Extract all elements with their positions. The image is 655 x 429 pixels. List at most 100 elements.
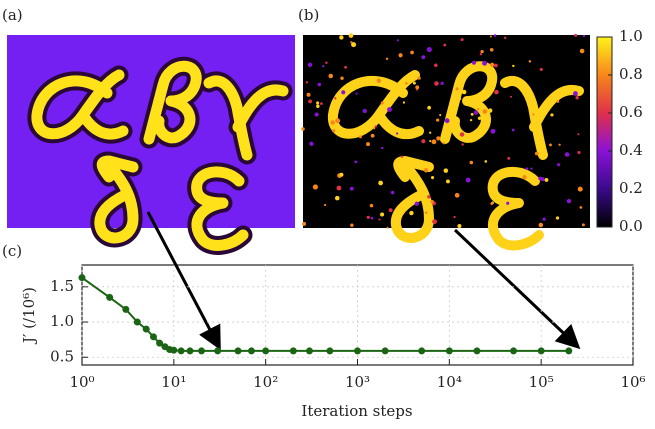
- colorbar-tick-label: 0.6: [619, 103, 643, 121]
- speckle: [494, 64, 498, 68]
- speckle: [389, 208, 393, 212]
- speckle: [490, 202, 493, 205]
- speckle: [480, 50, 483, 53]
- speckle: [379, 219, 381, 221]
- speckle: [427, 47, 432, 52]
- speckle: [577, 133, 579, 135]
- speckle: [550, 113, 553, 116]
- point: [382, 347, 389, 354]
- speckle: [453, 115, 455, 117]
- speckle: [315, 112, 319, 116]
- speckle: [398, 53, 402, 57]
- point: [354, 347, 361, 354]
- speckle: [380, 213, 384, 217]
- speckle: [488, 108, 492, 112]
- speckle: [308, 99, 312, 103]
- speckle: [429, 132, 431, 134]
- speckle: [470, 119, 472, 121]
- speckle: [478, 117, 481, 120]
- speckle: [307, 93, 311, 97]
- speckle: [324, 204, 326, 206]
- speckle: [453, 216, 455, 218]
- point: [262, 347, 269, 354]
- speckle: [482, 109, 487, 114]
- point: [187, 347, 194, 354]
- speckle: [320, 102, 323, 105]
- speckle: [386, 58, 388, 60]
- speckle: [557, 100, 560, 103]
- x-tick-label: 10²: [253, 373, 278, 391]
- speckle: [522, 175, 526, 179]
- speckle: [325, 62, 327, 64]
- point: [290, 347, 297, 354]
- point: [198, 347, 205, 354]
- speckle: [309, 142, 313, 146]
- speckle: [529, 60, 532, 63]
- speckle: [460, 132, 464, 136]
- x-axis-label: Iteration steps: [301, 402, 412, 420]
- point: [306, 347, 313, 354]
- point: [178, 347, 185, 354]
- speckle: [415, 202, 419, 206]
- y-axis-label: J′ (/10⁶): [20, 287, 38, 345]
- speckle: [429, 140, 431, 142]
- speckle: [436, 136, 440, 140]
- speckle: [491, 129, 496, 134]
- speckle: [461, 38, 464, 41]
- colorbar: [597, 37, 612, 227]
- speckle: [373, 127, 375, 129]
- speckle: [474, 110, 478, 114]
- speckle: [431, 176, 434, 179]
- speckle: [425, 162, 430, 167]
- speckle: [418, 76, 421, 79]
- speckle: [510, 96, 512, 98]
- point: [150, 333, 157, 340]
- image-b: [301, 33, 590, 245]
- speckle: [427, 195, 430, 198]
- x-tick-label: 10⁵: [529, 373, 554, 391]
- speckle: [578, 187, 583, 192]
- speckle: [436, 118, 439, 121]
- speckle: [371, 134, 375, 138]
- speckle: [306, 81, 308, 83]
- speckle: [440, 82, 443, 85]
- speckle: [575, 96, 578, 99]
- speckle: [377, 78, 381, 82]
- speckle: [535, 152, 539, 156]
- speckle: [336, 186, 341, 191]
- point: [122, 306, 129, 313]
- speckle: [532, 113, 534, 115]
- speckle: [355, 93, 357, 95]
- speckle: [490, 63, 494, 67]
- speckle: [446, 179, 450, 183]
- speckle: [328, 74, 333, 79]
- speckle: [427, 106, 431, 110]
- y-tick-label: 1.0: [50, 312, 74, 330]
- x-tick-label: 10³: [345, 373, 370, 391]
- speckle: [349, 33, 354, 38]
- panel-label: (c): [2, 242, 22, 260]
- point: [106, 294, 113, 301]
- speckle: [375, 125, 377, 127]
- speckle: [557, 163, 560, 166]
- speckle: [490, 35, 492, 37]
- speckle: [391, 191, 394, 194]
- speckle: [461, 143, 463, 145]
- speckle: [582, 223, 585, 226]
- speckle: [415, 85, 419, 89]
- speckle: [366, 142, 370, 146]
- x-tick-label: 10⁴: [437, 373, 462, 391]
- speckle: [431, 139, 436, 144]
- speckle: [526, 167, 529, 170]
- speckle: [381, 147, 383, 149]
- speckle: [577, 151, 580, 154]
- speckle: [583, 35, 585, 37]
- speckle: [350, 224, 353, 227]
- speckle: [443, 44, 446, 47]
- colorbar-tick-label: 0.2: [619, 179, 643, 197]
- speckle: [396, 132, 398, 134]
- speckle: [482, 61, 487, 66]
- colorbar-tick-label: 0.4: [619, 141, 643, 159]
- speckle: [405, 82, 408, 85]
- speckle: [490, 48, 494, 52]
